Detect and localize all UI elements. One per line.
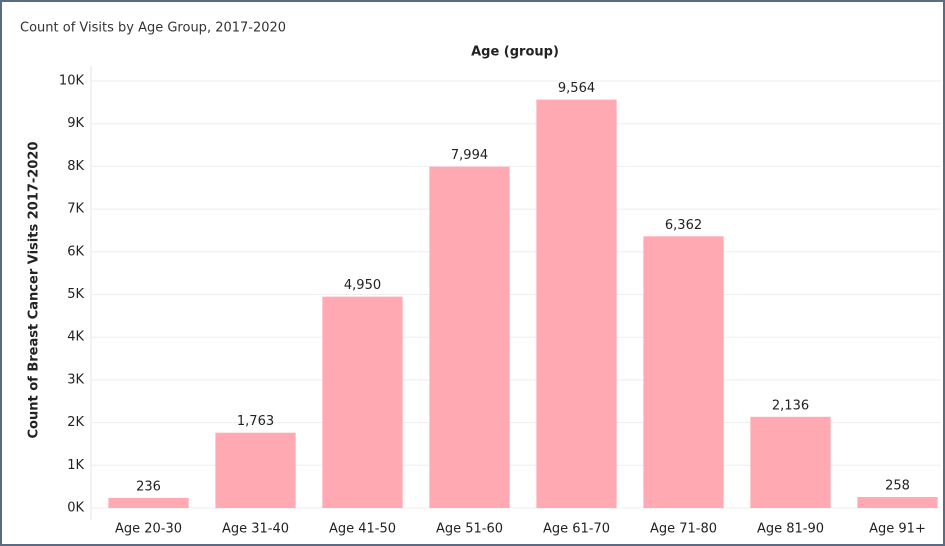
bar: [108, 497, 189, 508]
bar: [643, 236, 724, 509]
chart-title: Count of Visits by Age Group, 2017-2020: [20, 21, 286, 36]
x-tick-label: Age 91+: [869, 522, 926, 537]
y-tick-label: 3K: [67, 372, 84, 387]
y-tick-label: 0K: [67, 501, 84, 516]
y-tick-label: 7K: [67, 202, 84, 217]
data-label: 9,564: [558, 81, 595, 96]
data-label: 258: [885, 478, 910, 493]
x-tick-label: Age 31-40: [222, 522, 289, 537]
x-axis-title: Age (group): [471, 45, 559, 60]
y-tick-label: 6K: [67, 244, 84, 259]
x-tick-label: Age 41-50: [329, 522, 396, 537]
data-label: 2,136: [772, 398, 809, 413]
data-label: 1,763: [237, 414, 274, 429]
data-label: 4,950: [344, 278, 381, 293]
bar: [322, 296, 403, 508]
y-tick-label: 9K: [67, 116, 84, 131]
x-tick-label: Age 20-30: [115, 522, 182, 537]
y-tick-label: 8K: [67, 159, 84, 174]
bar: [215, 432, 296, 508]
bar: [857, 496, 938, 508]
y-axis-title: Count of Breast Cancer Visits 2017-2020: [27, 142, 42, 439]
data-label: 6,362: [665, 218, 702, 233]
y-tick-label: 2K: [67, 415, 84, 430]
data-label: 236: [136, 479, 161, 494]
bar: [536, 99, 617, 509]
y-tick-label: 10K: [59, 74, 85, 89]
bar: [750, 416, 831, 508]
x-tick-label: Age 51-60: [436, 522, 503, 537]
data-label: 7,994: [451, 148, 488, 163]
y-tick-label: 1K: [67, 458, 84, 473]
y-tick-label: 5K: [67, 287, 84, 302]
x-tick-label: Age 61-70: [543, 522, 610, 537]
y-tick-label: 4K: [67, 330, 84, 345]
bar: [429, 166, 510, 509]
x-tick-label: Age 71-80: [650, 522, 717, 537]
x-tick-label: Age 81-90: [757, 522, 824, 537]
